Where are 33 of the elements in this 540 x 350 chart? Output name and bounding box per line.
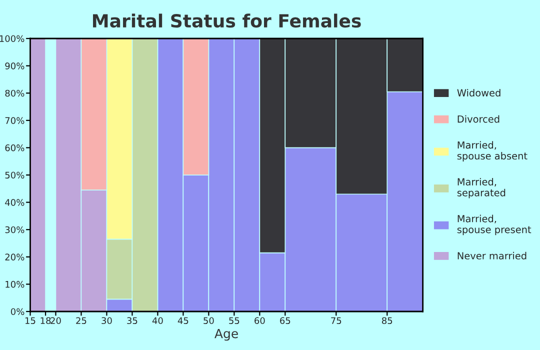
x-tick-label: 25 xyxy=(76,317,86,324)
x-tick-label: 35 xyxy=(127,317,138,324)
x-axis-title: Age xyxy=(214,328,238,341)
x-tick-label: 45 xyxy=(178,317,188,324)
y-tick-label: 10% xyxy=(6,280,24,288)
y-tick-label: 40% xyxy=(5,199,24,206)
x-tick-label: 40 xyxy=(152,317,163,324)
x-tick-label: 15 xyxy=(25,317,36,324)
x-tick-label: 55 xyxy=(229,317,240,324)
legend-label: Widowed xyxy=(457,88,500,96)
y-tick-label: 100% xyxy=(0,35,24,42)
y-tick-label: 20% xyxy=(5,254,24,260)
legend-label: Married, spouse present xyxy=(457,214,532,236)
y-tick-label: 90% xyxy=(5,62,24,70)
x-tick-label: 20 xyxy=(50,317,61,324)
legend-label: Divorced xyxy=(458,115,500,123)
y-tick-label: 50% xyxy=(5,172,24,179)
x-tick-label: 65 xyxy=(280,317,290,324)
x-tick-label: 60 xyxy=(254,317,265,324)
y-tick-label: 30% xyxy=(5,226,24,234)
legend-label: Married, separated xyxy=(457,178,506,198)
x-tick-label: 18 xyxy=(40,317,51,324)
legend-label: Never married xyxy=(458,252,526,260)
y-tick-label: 0% xyxy=(10,308,24,316)
y-tick-label: 80% xyxy=(5,90,24,97)
x-tick-label: 75 xyxy=(331,317,342,324)
chart-title: Marital Status for Females xyxy=(93,14,361,28)
x-tick-label: 85 xyxy=(382,317,392,324)
y-tick-label: 60% xyxy=(5,144,24,152)
legend-label: Married, spouse absent xyxy=(457,141,528,162)
y-tick-label: 70% xyxy=(5,117,24,124)
x-tick-label: 50 xyxy=(204,317,214,324)
x-tick-label: 30 xyxy=(102,317,112,324)
